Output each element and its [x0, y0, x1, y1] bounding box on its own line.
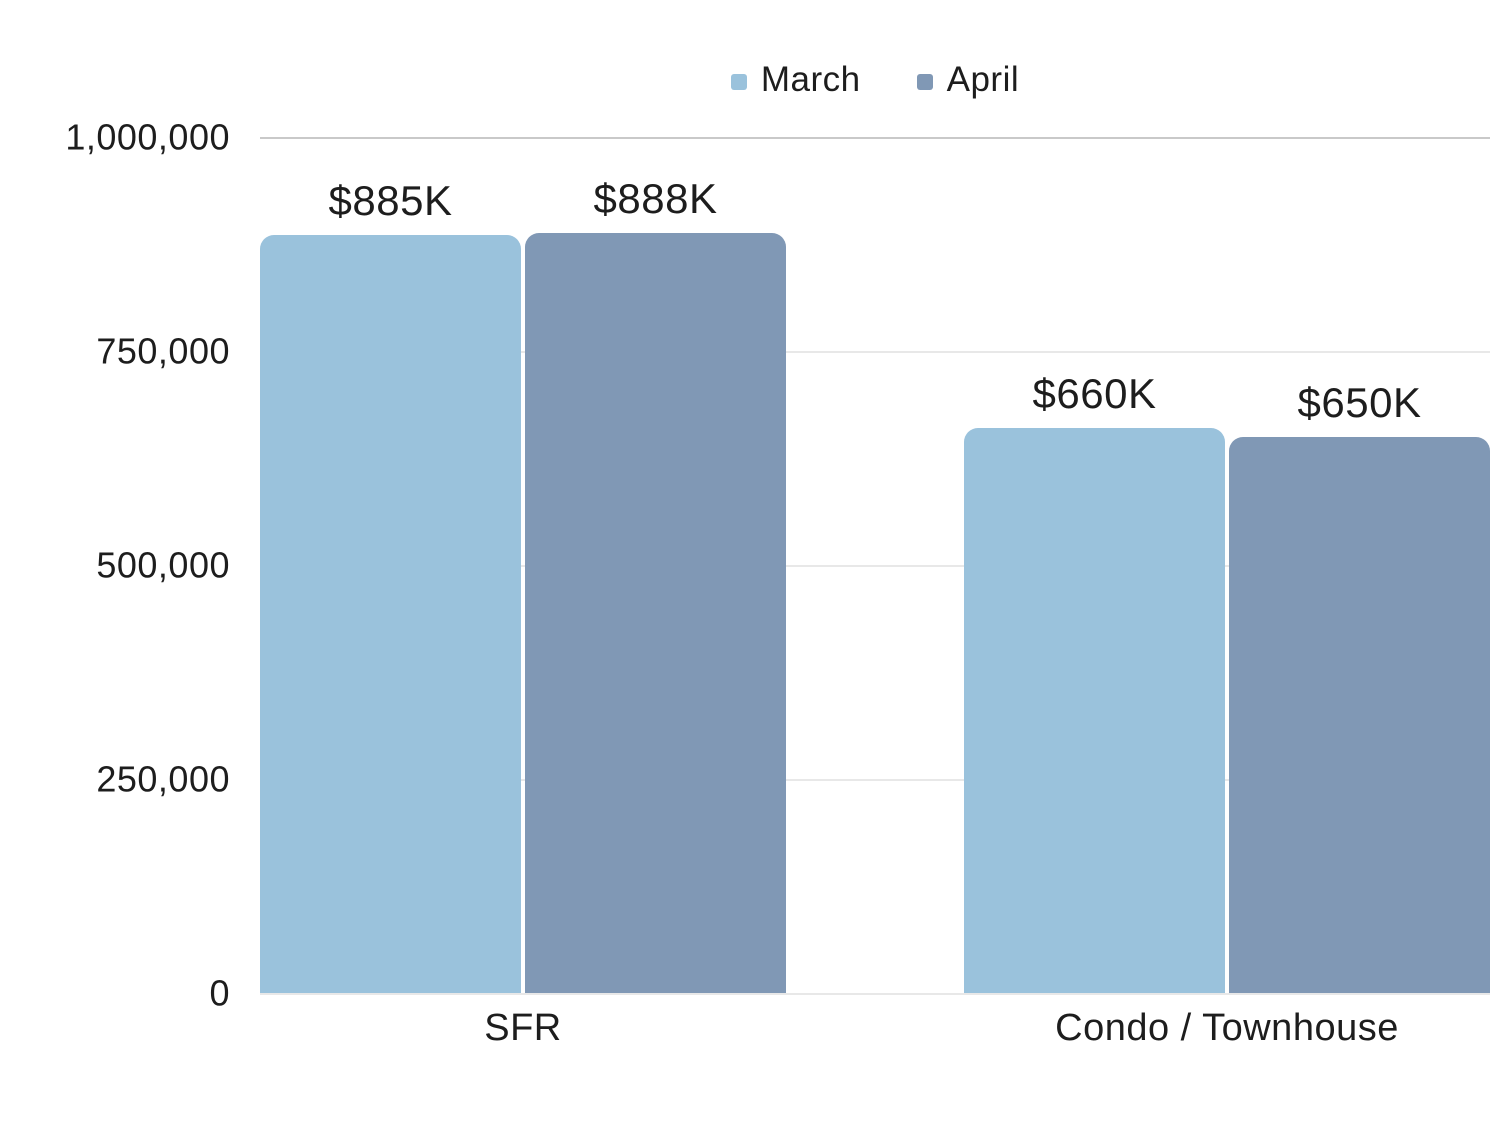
bar-march-0[interactable]: $885K — [260, 177, 521, 993]
legend-label: April — [946, 60, 1020, 99]
gridline — [260, 351, 1490, 353]
gridline — [260, 137, 1490, 139]
legend: March April — [260, 60, 1490, 100]
y-axis-tick-label: 1,000,000 — [65, 116, 230, 158]
bar-april-1[interactable]: $650K — [1229, 379, 1490, 993]
x-axis-category-label: Condo / Townhouse — [1055, 1007, 1399, 1049]
legend-swatch-icon — [916, 73, 933, 90]
legend-item-march[interactable]: March — [730, 60, 861, 100]
gridline — [260, 993, 1490, 995]
y-axis-tick-label: 500,000 — [96, 544, 230, 586]
legend-label: March — [760, 60, 861, 99]
bar-group-0: $885K $888K SFR — [260, 137, 786, 1049]
gridline — [260, 565, 1490, 567]
y-axis-tick-label: 0 — [209, 972, 230, 1014]
bar-april-0[interactable]: $888K — [525, 175, 786, 993]
y-axis-tick-label: 750,000 — [96, 330, 230, 372]
gridline — [260, 779, 1490, 781]
legend-swatch-icon — [730, 73, 747, 90]
bar-value-label: $885K — [328, 177, 453, 225]
x-axis-category-label: SFR — [484, 1007, 562, 1049]
bar-value-label: $660K — [1032, 370, 1157, 418]
legend-item-april[interactable]: April — [916, 60, 1020, 100]
bar-value-label: $888K — [593, 174, 718, 222]
bar-group-1: $660K $650K Condo / Townhouse — [964, 137, 1490, 1049]
bar-march-1[interactable]: $660K — [964, 370, 1225, 993]
bar-value-label: $650K — [1297, 378, 1422, 426]
plot-area: 0 250,000 500,000 750,000 1,000,000 $885K $888… — [65, 116, 1490, 1049]
y-axis-tick-label: 250,000 — [96, 758, 230, 800]
